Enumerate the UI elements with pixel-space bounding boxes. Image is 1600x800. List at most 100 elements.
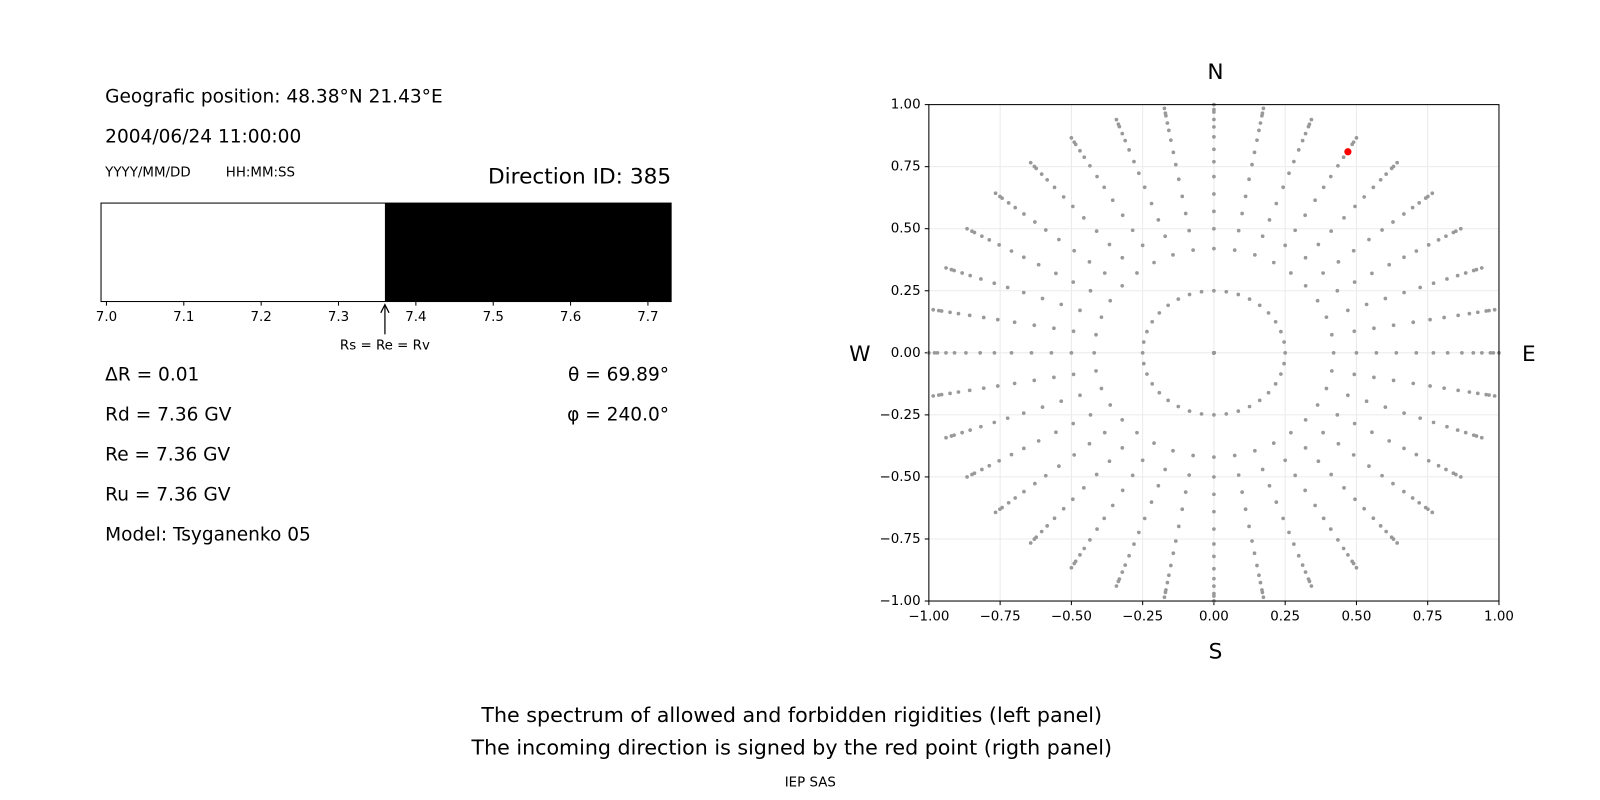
direction-point (1236, 292, 1241, 297)
direction-point (1274, 201, 1279, 206)
direction-point (1102, 430, 1107, 435)
direction-point (1095, 174, 1099, 179)
direction-point (1135, 430, 1139, 435)
direction-point (1052, 516, 1057, 521)
direction-point (1453, 229, 1458, 234)
direction-point (1087, 260, 1092, 264)
direction-point (1078, 148, 1082, 153)
direction-point (1029, 350, 1034, 355)
ru: Ru = 7.36 GV (105, 484, 231, 505)
direction-point (1372, 326, 1376, 331)
direction-point (1283, 350, 1288, 355)
direction-point (1187, 292, 1192, 297)
direction-point (1321, 271, 1325, 275)
direction-point (1078, 553, 1082, 557)
direction-point (1352, 421, 1357, 426)
direction-point (1171, 551, 1176, 556)
direction-point (1163, 111, 1168, 116)
direction-point (1059, 302, 1064, 307)
direction-point (1127, 148, 1131, 152)
direction-point (1156, 218, 1161, 222)
direction-point (1123, 563, 1128, 567)
direction-point (1354, 136, 1359, 140)
direction-point (970, 229, 974, 234)
direction-point (1059, 399, 1064, 404)
direction-point (1114, 117, 1119, 122)
direction-point (1173, 539, 1178, 543)
direction-point (1236, 228, 1241, 233)
direction-point (1176, 297, 1181, 301)
direction-point (992, 350, 997, 355)
direction-point (1402, 446, 1406, 451)
direction-point (992, 420, 997, 425)
direction-point (1353, 497, 1357, 502)
direction-point (1088, 163, 1092, 168)
direction-point (1180, 194, 1185, 199)
direction-point (1140, 243, 1145, 248)
direction-point (1391, 323, 1396, 328)
direction-point (1260, 467, 1265, 472)
direction-point (1110, 198, 1115, 203)
selected-direction (1344, 148, 1352, 156)
position: Geografic position: 48.38°N 21.43°E (105, 86, 443, 107)
x-tick-label: 7.6 (560, 310, 581, 325)
direction-point (1136, 171, 1141, 176)
direction-point (1012, 381, 1017, 386)
direction-point (1488, 350, 1493, 355)
re: Re = 7.36 GV (105, 444, 230, 465)
direction-point (1351, 453, 1356, 457)
direction-point (1236, 409, 1241, 413)
direction-point (1324, 315, 1329, 320)
direction-point (1243, 194, 1248, 199)
direction-point (1335, 413, 1340, 417)
direction-point (998, 507, 1002, 512)
direction-point (1108, 403, 1113, 407)
direction-point (1040, 405, 1045, 409)
direction-point (1082, 155, 1087, 160)
direction-point (1391, 378, 1396, 383)
direction-point (1430, 510, 1435, 515)
direction-point (992, 281, 997, 286)
direction-point (1402, 411, 1406, 415)
direction-point (1395, 541, 1400, 545)
direction-point (1402, 255, 1406, 260)
direction-point (1168, 138, 1173, 143)
direction-point (1329, 229, 1334, 233)
direction-point (1383, 405, 1388, 409)
direction-point (1107, 242, 1112, 247)
direction-point (1120, 283, 1125, 288)
direction-point (1052, 375, 1056, 380)
direction-point (1492, 394, 1497, 398)
spectrum-segment (101, 203, 385, 302)
direction-point (1039, 172, 1044, 176)
footer-line: The spectrum of allowed and forbidden ri… (480, 703, 1102, 727)
direction-point (1120, 446, 1125, 450)
direction-point (1293, 473, 1298, 478)
direction-point (1289, 271, 1293, 275)
direction-point (979, 277, 983, 281)
direction-point (1247, 524, 1251, 529)
direction-point (1445, 277, 1449, 281)
direction-point (1252, 150, 1257, 155)
direction-point (1166, 398, 1170, 403)
direction-point (1394, 350, 1399, 355)
direction-point (1428, 384, 1432, 388)
direction-point (1267, 483, 1272, 488)
direction-point (1136, 530, 1141, 535)
direction-point (1370, 271, 1374, 276)
direction-point (1283, 243, 1288, 248)
direction-point (1370, 430, 1374, 435)
direction-point (1072, 453, 1077, 457)
direction-point (1391, 481, 1395, 486)
direction-point (1094, 229, 1099, 233)
direction-point (1431, 420, 1436, 425)
direction-point (1013, 205, 1018, 210)
direction-point (1072, 248, 1077, 253)
direction-point (1191, 453, 1195, 458)
direction-point (1021, 446, 1026, 451)
direction-point (1165, 121, 1170, 125)
y-tick-label: 1.00 (891, 98, 921, 113)
direction-point (1296, 148, 1301, 152)
direction-point (1157, 311, 1162, 315)
direction-point (1163, 467, 1168, 472)
